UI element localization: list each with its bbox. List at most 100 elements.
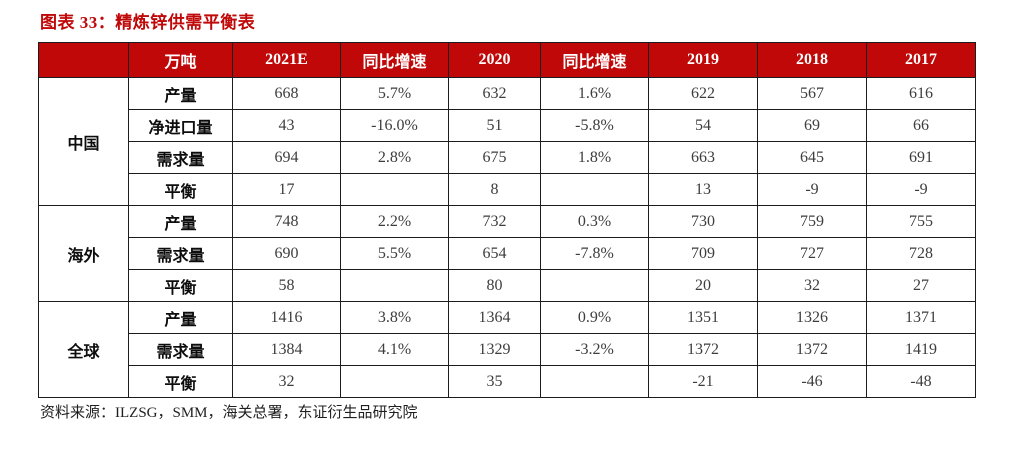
value-cell: 1372	[648, 333, 758, 366]
supply-demand-balance-table: 万吨 2021E 同比增速 2020 同比增速 2019 2018 2017 中…	[38, 42, 976, 398]
value-cell: 27	[866, 269, 976, 302]
value-cell: 694	[232, 141, 341, 174]
metric-label: 产量	[128, 77, 233, 110]
figure-title: 图表 33：精炼锌供需平衡表	[40, 13, 256, 32]
value-cell: -48	[866, 365, 976, 398]
column-header-unit: 万吨	[128, 42, 233, 78]
column-header-2021e: 2021E	[232, 42, 341, 78]
column-header-2017: 2017	[866, 42, 976, 78]
value-cell: 1351	[648, 301, 758, 334]
value-cell: 4.1%	[340, 333, 449, 366]
value-cell: 663	[648, 141, 758, 174]
value-cell: 3.8%	[340, 301, 449, 334]
value-cell: 58	[232, 269, 341, 302]
table-row: 需求量 694 2.8% 675 1.8% 663 645 691	[39, 141, 976, 174]
table-row: 海外 产量 748 2.2% 732 0.3% 730 759 755	[38, 205, 976, 302]
value-cell: 675	[448, 141, 541, 174]
table-row: 平衡 32 35 -21 -46 -48	[39, 365, 976, 398]
value-cell: 8	[448, 173, 541, 206]
value-cell: 54	[648, 109, 758, 142]
value-cell: 690	[232, 237, 341, 270]
source-note: 资料来源：ILZSG，SMM，海关总署，东证衍生品研究院	[40, 405, 418, 421]
value-cell: 43	[232, 109, 341, 142]
value-cell: 668	[232, 77, 341, 110]
value-cell: -21	[648, 365, 758, 398]
metric-label: 净进口量	[128, 109, 233, 142]
value-cell: 616	[866, 77, 976, 110]
group-label: 全球	[38, 301, 129, 398]
value-cell: 755	[866, 205, 976, 238]
value-cell	[540, 173, 649, 206]
value-cell: 51	[448, 109, 541, 142]
value-cell: 1419	[866, 333, 976, 366]
metric-label: 平衡	[128, 269, 233, 302]
value-cell: 66	[866, 109, 976, 142]
value-cell: 0.9%	[540, 301, 649, 334]
value-cell: 727	[757, 237, 867, 270]
value-cell: 20	[648, 269, 758, 302]
group-label: 中国	[38, 77, 129, 206]
table-row: 中国 产量 668 5.7% 632 1.6% 622 567 616	[38, 77, 976, 206]
value-cell: 732	[448, 205, 541, 238]
metric-label: 平衡	[128, 365, 233, 398]
value-cell: 1384	[232, 333, 341, 366]
value-cell: 645	[757, 141, 867, 174]
table-row: 需求量 690 5.5% 654 -7.8% 709 727 728	[39, 237, 976, 270]
metric-label: 平衡	[128, 173, 233, 206]
value-cell: -5.8%	[540, 109, 649, 142]
column-header-yoy-2020: 同比增速	[540, 42, 649, 78]
metric-label: 产量	[128, 205, 233, 238]
value-cell: 728	[866, 237, 976, 270]
value-cell: 5.5%	[340, 237, 449, 270]
value-cell: -9	[757, 173, 867, 206]
value-cell: 5.7%	[340, 77, 449, 110]
group-label: 海外	[38, 205, 129, 302]
value-cell: 1.8%	[540, 141, 649, 174]
value-cell: 1371	[866, 301, 976, 334]
value-cell: -16.0%	[340, 109, 449, 142]
value-cell: 709	[648, 237, 758, 270]
table-row: 净进口量 43 -16.0% 51 -5.8% 54 69 66	[39, 109, 976, 142]
value-cell: 35	[448, 365, 541, 398]
table-body: 中国 产量 668 5.7% 632 1.6% 622 567 616 净进口量 43 -16.0% 5…	[38, 77, 976, 398]
table-row: 需求量 1384 4.1% 1329 -3.2% 1372 1372 1419	[39, 333, 976, 366]
value-cell: 748	[232, 205, 341, 238]
value-cell: -9	[866, 173, 976, 206]
value-cell: 759	[757, 205, 867, 238]
value-cell: 1326	[757, 301, 867, 334]
table-row: 平衡 58 80 20 32 27	[39, 269, 976, 302]
value-cell: 17	[232, 173, 341, 206]
column-header-2019: 2019	[648, 42, 758, 78]
value-cell: 2.2%	[340, 205, 449, 238]
table-header-row: 万吨 2021E 同比增速 2020 同比增速 2019 2018 2017	[38, 42, 976, 78]
table-row: 平衡 17 8 13 -9 -9	[39, 173, 976, 206]
value-cell: 32	[232, 365, 341, 398]
value-cell: 632	[448, 77, 541, 110]
value-cell	[540, 269, 649, 302]
value-cell	[340, 269, 449, 302]
value-cell: 1329	[448, 333, 541, 366]
value-cell: 622	[648, 77, 758, 110]
metric-label: 产量	[128, 301, 233, 334]
value-cell: 69	[757, 109, 867, 142]
column-header-2018: 2018	[757, 42, 867, 78]
table-row: 全球 产量 1416 3.8% 1364 0.9% 1351 1326 1371	[38, 301, 976, 398]
value-cell: 2.8%	[340, 141, 449, 174]
value-cell: 691	[866, 141, 976, 174]
metric-label: 需求量	[128, 141, 233, 174]
value-cell: 1364	[448, 301, 541, 334]
value-cell: 1372	[757, 333, 867, 366]
value-cell: -3.2%	[540, 333, 649, 366]
column-header-yoy-2021: 同比增速	[340, 42, 449, 78]
value-cell: 32	[757, 269, 867, 302]
value-cell	[540, 365, 649, 398]
value-cell: 567	[757, 77, 867, 110]
metric-label: 需求量	[128, 237, 233, 270]
value-cell: 0.3%	[540, 205, 649, 238]
value-cell: 80	[448, 269, 541, 302]
column-header-2020: 2020	[448, 42, 541, 78]
value-cell	[340, 173, 449, 206]
metric-label: 需求量	[128, 333, 233, 366]
column-header-group	[38, 42, 129, 78]
value-cell: -46	[757, 365, 867, 398]
